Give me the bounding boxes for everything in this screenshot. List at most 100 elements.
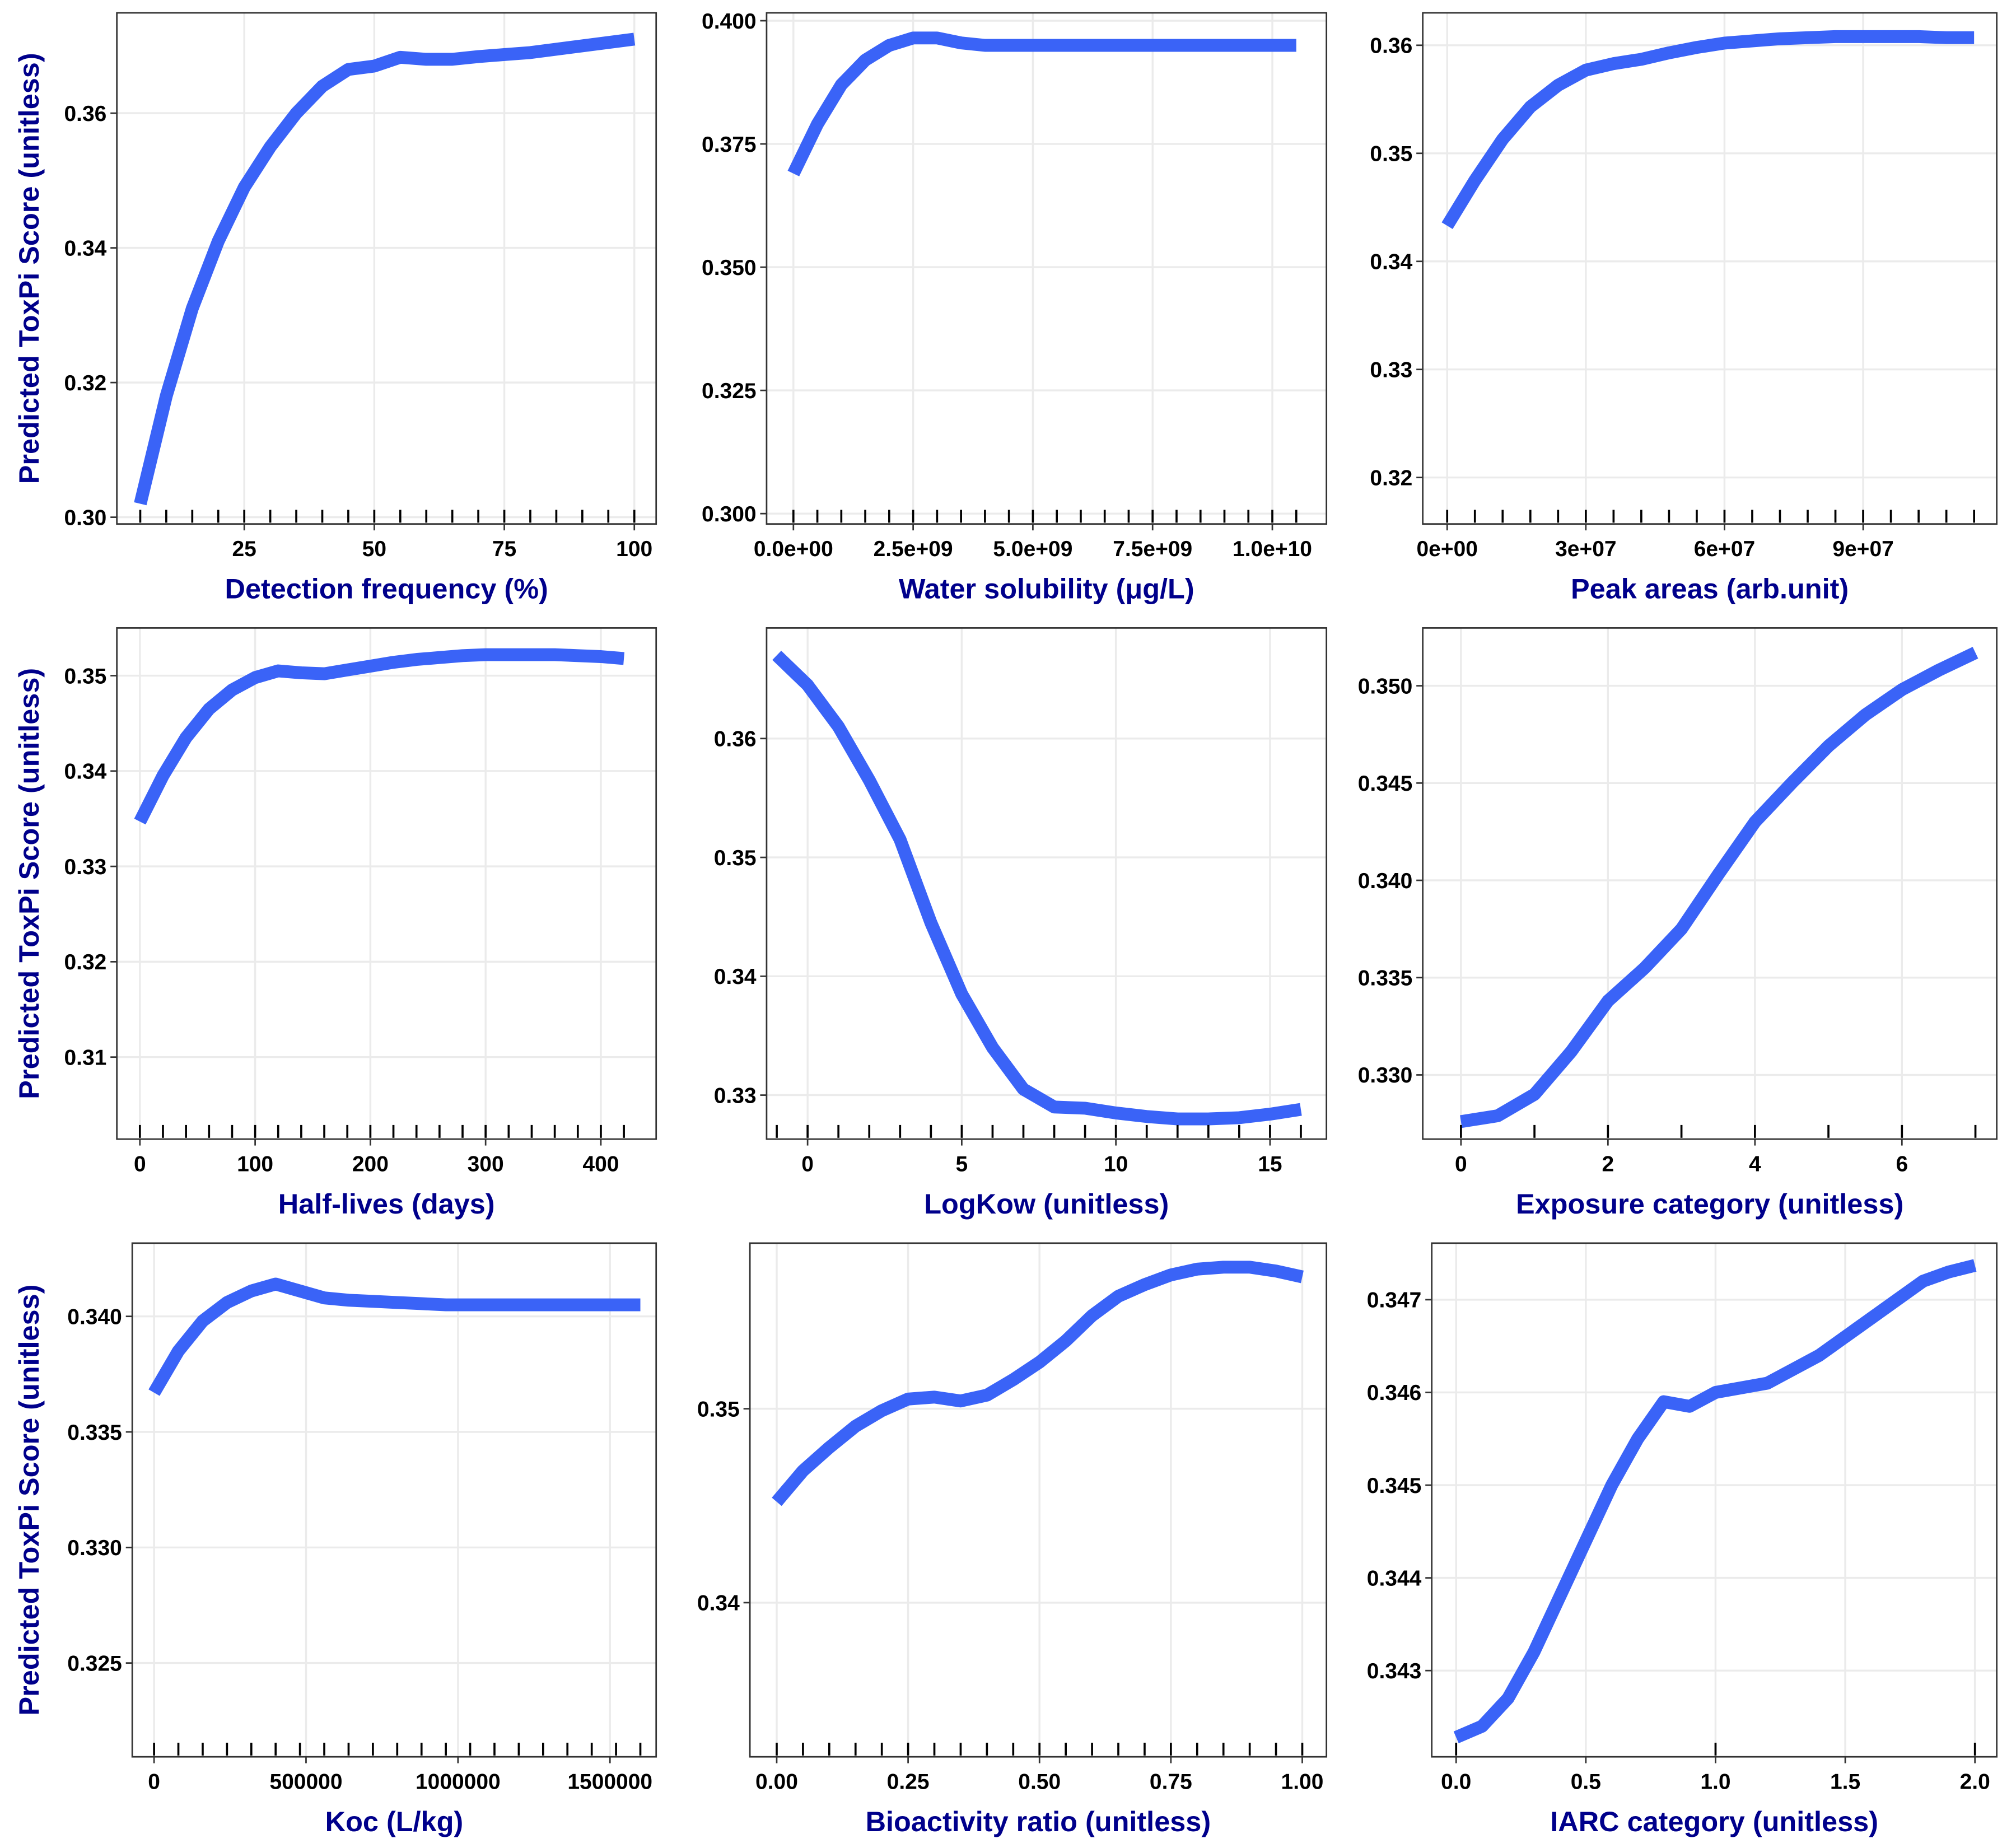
y-tick-label: 0.340 — [1358, 869, 1413, 893]
x-axis-label: IARC category (unitless) — [1550, 1805, 1878, 1837]
y-tick-label: 0.36 — [714, 727, 757, 752]
curve — [134, 648, 625, 825]
y-tick-label: 0.30 — [64, 506, 106, 530]
x-tick-label: 1.0e+10 — [1233, 537, 1312, 561]
y-axis-label: Predicted ToxPi Score (unitless) — [13, 53, 45, 484]
x-axis-label: Half-lives (days) — [278, 1188, 495, 1220]
x-tick-label: 400 — [582, 1152, 619, 1176]
plot-border — [131, 1242, 657, 1758]
x-tick-label: 100 — [237, 1152, 273, 1176]
x-tick-label: 50 — [362, 537, 386, 561]
plot-background — [132, 1243, 656, 1757]
plot-border — [116, 12, 657, 525]
plot-background — [116, 12, 656, 524]
x-axis-label: Bioactivity ratio (unitless) — [866, 1805, 1211, 1837]
panel: 0.0e+00 2.5e+09 5.0e+09 7.5e+09 1.0e+10 0.300… — [702, 10, 1328, 605]
x-axis-label: Koc (L/kg) — [325, 1805, 464, 1837]
x-tick-label: 0.00 — [755, 1770, 798, 1794]
panel: 0 5 10 15 0.33 0.34 0.35 0.36 LogKow (unitless) — [714, 627, 1328, 1220]
x-tick-label: 25 — [232, 537, 256, 561]
panel: 0 100 200 300 400 0.31 0.32 0.33 0.34 0.35 Half-li… — [13, 627, 657, 1220]
y-tick-label: 0.34 — [697, 1592, 740, 1616]
x-tick-label: 9e+07 — [1832, 537, 1893, 561]
x-tick-label: 0 — [148, 1770, 160, 1794]
plot-background — [766, 12, 1327, 524]
plot-border — [1422, 12, 1998, 525]
x-tick-label: 1.5 — [1830, 1770, 1860, 1794]
plot-background — [116, 628, 656, 1140]
y-tick-label: 0.32 — [64, 371, 106, 395]
x-tick-label: 0.0e+00 — [754, 537, 833, 561]
x-axis-label: Peak areas (arb.unit) — [1571, 573, 1849, 605]
plot-border — [766, 12, 1328, 525]
y-tick-label: 0.35 — [1370, 142, 1412, 166]
x-tick-label: 1000000 — [416, 1770, 501, 1794]
x-tick-label: 10 — [1104, 1152, 1128, 1176]
panel: 0 500000 1000000 1500000 0.325 0.330 0.335 0.34… — [13, 1242, 657, 1837]
x-tick-label: 2.0 — [1960, 1770, 1990, 1794]
x-tick-label: 6 — [1896, 1152, 1908, 1176]
panel: 25 50 75 100 0.30 0.32 0.34 0.36 Detection frequ… — [13, 12, 657, 605]
x-tick-label: 4 — [1749, 1152, 1761, 1176]
panel: 0.00 0.25 0.50 0.75 1.00 0.34 0.35 Bioactivity … — [697, 1242, 1328, 1837]
y-tick-label: 0.330 — [67, 1536, 122, 1560]
x-tick-label: 200 — [352, 1152, 389, 1176]
y-tick-label: 0.350 — [1358, 674, 1413, 698]
y-tick-label: 0.34 — [64, 236, 106, 260]
plot-border — [766, 627, 1328, 1140]
y-tick-label: 0.335 — [1358, 967, 1413, 991]
y-tick-label: 0.35 — [697, 1397, 740, 1421]
curve — [148, 1277, 641, 1396]
panel: 0 2 4 6 0.330 0.335 0.340 0.345 0.350 Exposure ca… — [1358, 627, 1998, 1220]
x-tick-label: 7.5e+09 — [1113, 537, 1192, 561]
y-tick-label: 0.33 — [64, 855, 106, 879]
y-tick-label: 0.400 — [702, 10, 757, 34]
plot-background — [1422, 12, 1997, 524]
x-tick-label: 0.5 — [1571, 1770, 1601, 1794]
x-tick-label: 1.0 — [1700, 1770, 1730, 1794]
plot-border — [749, 1242, 1328, 1758]
y-tick-label: 0.375 — [702, 133, 757, 157]
y-tick-label: 0.347 — [1367, 1289, 1422, 1313]
x-tick-label: 2 — [1602, 1152, 1614, 1176]
x-tick-label: 0.75 — [1150, 1770, 1192, 1794]
x-tick-label: 0 — [801, 1152, 814, 1176]
x-tick-label: 1.00 — [1281, 1770, 1324, 1794]
x-tick-label: 3e+07 — [1555, 537, 1616, 561]
y-tick-label: 0.345 — [1358, 772, 1413, 796]
curve — [772, 650, 1302, 1126]
y-tick-label: 0.33 — [1370, 358, 1412, 382]
y-tick-label: 0.340 — [67, 1305, 122, 1329]
y-tick-label: 0.32 — [1370, 466, 1412, 490]
y-tick-label: 0.36 — [64, 102, 106, 126]
x-tick-label: 300 — [468, 1152, 504, 1176]
curve — [1441, 30, 1975, 230]
panel: 0e+00 3e+07 6e+07 9e+07 0.32 0.33 0.34 0.35 0.36… — [1370, 12, 1998, 605]
x-axis-label: Water solubility (μg/L) — [899, 573, 1194, 605]
x-tick-label: 6e+07 — [1694, 537, 1755, 561]
x-tick-label: 5 — [956, 1152, 968, 1176]
plot-background — [766, 628, 1327, 1140]
y-tick-label: 0.345 — [1367, 1474, 1422, 1498]
y-tick-label: 0.325 — [67, 1651, 122, 1676]
x-tick-label: 5.0e+09 — [993, 537, 1072, 561]
x-axis-label: LogKow (unitless) — [924, 1188, 1169, 1220]
y-tick-label: 0.343 — [1367, 1659, 1422, 1683]
y-tick-label: 0.35 — [714, 846, 757, 870]
y-tick-label: 0.325 — [702, 379, 757, 403]
y-tick-label: 0.346 — [1367, 1381, 1422, 1405]
y-tick-label: 0.35 — [64, 664, 106, 688]
x-tick-label: 15 — [1258, 1152, 1282, 1176]
y-tick-label: 0.350 — [702, 256, 757, 280]
y-tick-label: 0.34 — [1370, 250, 1412, 274]
y-tick-label: 0.335 — [67, 1421, 122, 1445]
curve — [787, 31, 1296, 176]
x-tick-label: 2.5e+09 — [874, 537, 953, 561]
y-tick-label: 0.34 — [714, 965, 757, 989]
y-tick-label: 0.31 — [64, 1046, 106, 1070]
y-axis-label: Predicted ToxPi Score (unitless) — [13, 668, 45, 1099]
x-tick-label: 0e+00 — [1416, 537, 1477, 561]
x-tick-label: 1500000 — [567, 1770, 652, 1794]
y-tick-label: 0.36 — [1370, 34, 1412, 58]
